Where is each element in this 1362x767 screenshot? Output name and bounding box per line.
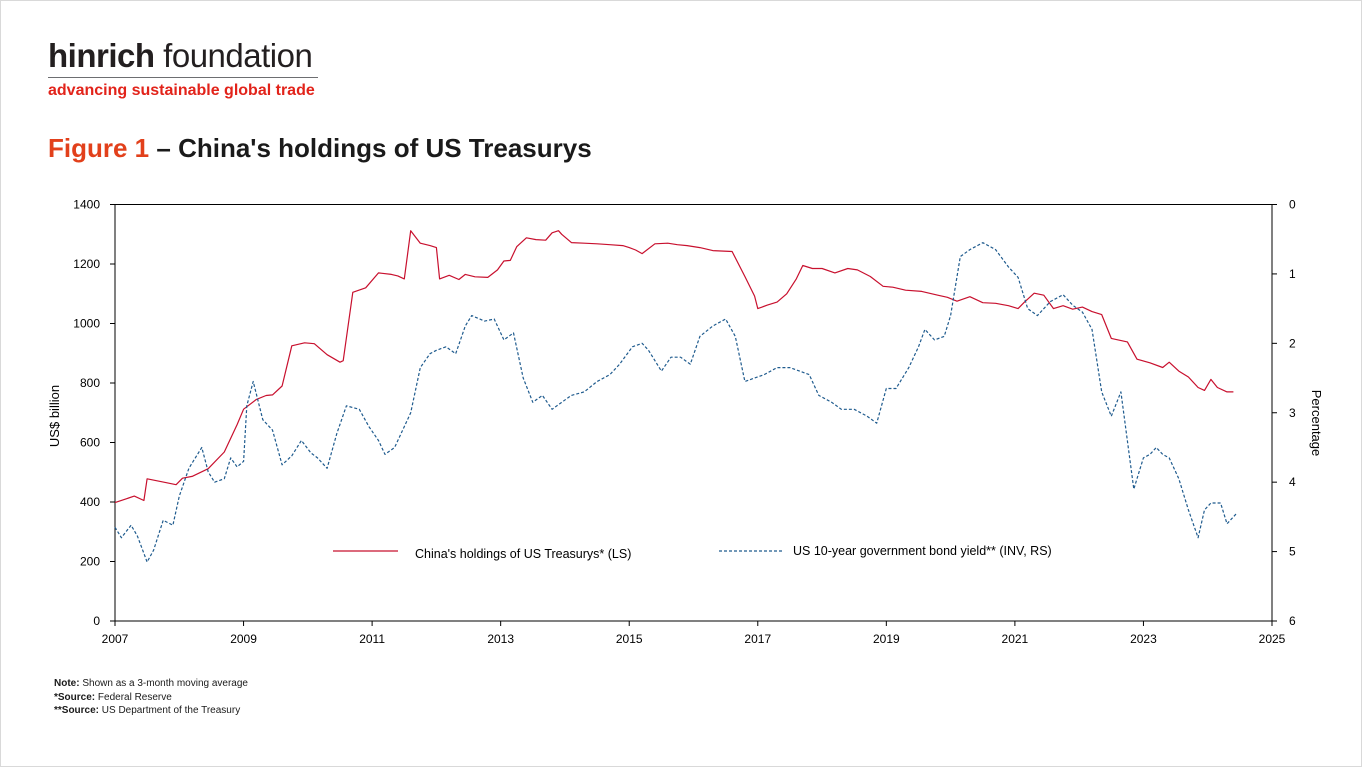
y-right-tick-label: 4 (1289, 475, 1296, 489)
y-axis-left-label: US$ billion (47, 385, 62, 447)
source-label: *Source: (54, 691, 96, 703)
series-layer (114, 230, 1238, 563)
figure-number: Figure 1 (48, 133, 150, 163)
y-right-tick-label: 6 (1289, 614, 1296, 628)
x-tick-label: 2007 (102, 632, 129, 646)
y-left-tick-label: 0 (93, 614, 100, 628)
y-axis-right-label: Percentage (1309, 390, 1324, 457)
figure-notes: Note: Shown as a 3-month moving average … (54, 677, 248, 718)
y-left-tick-label: 1200 (73, 257, 100, 271)
brand-logo-bold: hinrich (48, 37, 155, 74)
plot-area-border (114, 204, 1273, 622)
x-tick-label: 2025 (1259, 632, 1286, 646)
brand-logo-rest: foundation (154, 37, 313, 74)
legend-yield-label: US 10-year government bond yield** (INV,… (793, 544, 1052, 558)
legend-holdings-label: China's holdings of US Treasurys* (LS) (415, 547, 631, 561)
y-left-tick-label: 1000 (73, 317, 100, 331)
source-label: **Source: (54, 705, 100, 716)
y-left-tick-label: 800 (80, 376, 100, 390)
x-tick-label: 2009 (230, 632, 257, 646)
source-text: US Department of the Treasury (99, 705, 241, 716)
figure-title-dash: – (149, 133, 179, 163)
figure-title: Figure 1 – China's holdings of US Treasu… (48, 133, 592, 164)
series-line-holdings (114, 230, 1234, 504)
note-line: Note: Shown as a 3-month moving average (54, 677, 248, 691)
note-text: Shown as a 3-month moving average (79, 678, 248, 689)
brand-logo: hinrich foundation (48, 36, 313, 76)
x-tick-label: 2015 (616, 632, 643, 646)
y-right-tick-label: 3 (1289, 406, 1296, 420)
source-line-treasury: **Source: US Department of the Treasury (54, 704, 248, 718)
x-tick-label: 2021 (1002, 632, 1029, 646)
source-text: Federal Reserve (95, 691, 172, 703)
x-tick-label: 2011 (359, 632, 385, 646)
brand-tagline: advancing sustainable global trade (48, 82, 315, 99)
brand-logo-rule (48, 77, 318, 78)
y-right-tick-label: 5 (1289, 545, 1296, 559)
figure-title-text: China's holdings of US Treasurys (178, 133, 592, 163)
source-line-federal-reserve: *Source: Federal Reserve (54, 691, 248, 705)
y-left-tick-label: 600 (80, 436, 100, 450)
y-axis-right: 0 1 2 3 4 5 6 (1272, 198, 1296, 628)
legend: China's holdings of US Treasurys* (LS) U… (333, 544, 1052, 561)
x-axis: 2007 2009 2011 2013 2015 2017 2019 2021 2023 2025 (102, 621, 1286, 646)
x-tick-label: 2017 (744, 632, 771, 646)
y-right-tick-label: 1 (1289, 267, 1296, 281)
y-right-tick-label: 2 (1289, 336, 1296, 350)
note-label: Note: (54, 678, 80, 689)
x-tick-label: 2023 (1130, 632, 1157, 646)
y-left-tick-label: 1400 (73, 198, 100, 212)
y-axis-left: 0 200 400 600 800 1000 1200 1400 (73, 198, 115, 628)
y-left-tick-label: 200 (80, 555, 100, 569)
series-line-bond-yield (114, 242, 1238, 563)
x-tick-label: 2013 (487, 632, 514, 646)
y-right-tick-label: 0 (1289, 198, 1296, 212)
y-left-tick-label: 400 (80, 495, 100, 509)
x-tick-label: 2019 (873, 632, 900, 646)
